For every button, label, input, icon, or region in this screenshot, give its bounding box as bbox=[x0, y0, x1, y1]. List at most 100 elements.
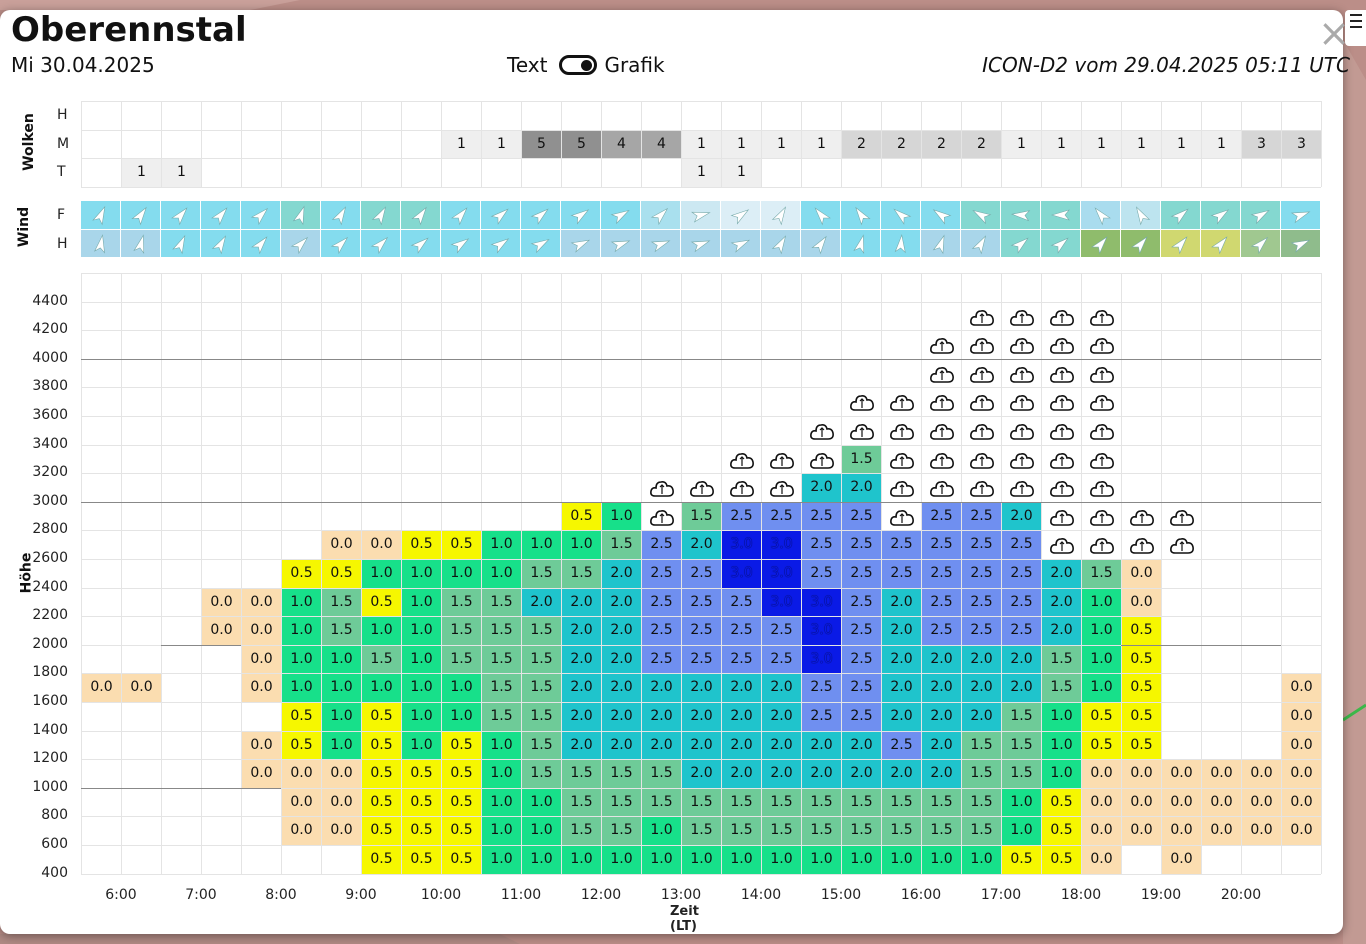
thermal-cell: 2.0 bbox=[882, 588, 921, 617]
cloud-cell: 1 bbox=[1162, 130, 1201, 159]
thermal-cell: 1.5 bbox=[442, 645, 481, 674]
wind-arrow-icon bbox=[371, 206, 387, 226]
thermal-cloud-cell bbox=[1082, 303, 1121, 331]
thermal-cell: 1.0 bbox=[282, 674, 321, 702]
gridline bbox=[761, 101, 762, 187]
thermal-cell: 1.5 bbox=[442, 617, 481, 645]
thermal-cell: 0.0 bbox=[1122, 588, 1161, 617]
gridline bbox=[281, 273, 282, 874]
cloud-icon bbox=[970, 481, 994, 497]
wind-cell bbox=[441, 201, 481, 230]
thermal-cloud-cell bbox=[1002, 474, 1041, 502]
thermal-cloud-cell bbox=[882, 388, 921, 416]
wind-arrow-icon bbox=[251, 235, 268, 254]
gridline bbox=[961, 101, 962, 187]
cloud-icon bbox=[1090, 309, 1114, 326]
cloud-icon bbox=[930, 424, 954, 440]
wind-arrow-icon bbox=[650, 207, 669, 226]
wind-cell bbox=[321, 201, 361, 230]
thermal-cell: 0.0 bbox=[1202, 760, 1241, 788]
cloud-icon bbox=[1050, 366, 1074, 383]
thermal-cell: 1.0 bbox=[402, 674, 441, 702]
thermal-cell: 0.0 bbox=[1282, 731, 1321, 760]
thermal-cell: 1.5 bbox=[482, 588, 521, 617]
gridline bbox=[81, 873, 1321, 875]
toggle-switch[interactable] bbox=[559, 55, 598, 75]
thermal-cell: 0.5 bbox=[402, 531, 441, 559]
thermal-cell: 0.0 bbox=[1162, 817, 1201, 845]
cloud-cell: 1 bbox=[482, 130, 521, 159]
cloud-row-label: H bbox=[57, 107, 68, 123]
height-tick-label: 3600 bbox=[32, 407, 68, 423]
time-tick-label: 20:00 bbox=[1220, 886, 1262, 903]
cloud-cell: 4 bbox=[602, 130, 641, 159]
thermal-cell: 1.5 bbox=[522, 617, 561, 645]
thermal-cloud-cell bbox=[1002, 388, 1041, 416]
cloud-icon bbox=[1090, 366, 1114, 383]
cloud-cell: 1 bbox=[762, 130, 801, 159]
wind-cell bbox=[161, 229, 201, 259]
gridline bbox=[81, 587, 1321, 589]
wind-cell bbox=[961, 201, 1001, 230]
thermal-cell: 0.0 bbox=[1162, 760, 1201, 788]
gridline bbox=[81, 702, 1321, 703]
thermal-cell: 1.0 bbox=[402, 645, 441, 674]
thermal-cell: 1.0 bbox=[322, 674, 361, 702]
cloud-icon bbox=[1090, 509, 1114, 526]
thermal-cell: 2.0 bbox=[882, 703, 921, 731]
thermal-cell: 2.5 bbox=[1002, 617, 1041, 645]
menu-icon[interactable] bbox=[1345, 10, 1366, 46]
gridline bbox=[561, 101, 562, 187]
gridline bbox=[81, 330, 1321, 332]
gridline bbox=[601, 273, 602, 874]
cloud-icon bbox=[1010, 481, 1034, 497]
thermal-cell: 1.5 bbox=[522, 703, 561, 731]
wind-arrow-icon bbox=[570, 239, 591, 253]
thermal-cell: 1.0 bbox=[1002, 788, 1041, 817]
thermal-cell: 1.0 bbox=[362, 674, 401, 702]
gridline bbox=[681, 273, 682, 874]
wind-row-label: F bbox=[57, 207, 66, 223]
gridline bbox=[81, 845, 1321, 846]
thermal-cell: 0.0 bbox=[1282, 817, 1321, 845]
thermal-cell: 0.0 bbox=[1282, 703, 1321, 731]
thermal-cell: 2.0 bbox=[802, 474, 841, 502]
thermal-cell: 2.0 bbox=[722, 703, 761, 731]
thermal-cell: 0.5 bbox=[442, 531, 481, 559]
gridline bbox=[1201, 273, 1202, 874]
gridline bbox=[1321, 273, 1322, 874]
thermal-cloud-cell bbox=[922, 388, 961, 416]
thermal-cell: 2.5 bbox=[922, 531, 961, 559]
cloud-icon bbox=[890, 395, 914, 412]
wind-arrow-icon bbox=[92, 205, 106, 226]
thermal-cell: 1.0 bbox=[362, 560, 401, 588]
thermal-cell: 2.0 bbox=[762, 760, 801, 788]
close-icon[interactable]: × bbox=[1318, 11, 1350, 55]
wind-arrow-icon bbox=[650, 240, 671, 252]
cloud-icon bbox=[770, 452, 794, 469]
view-toggle[interactable]: Text Grafik bbox=[507, 53, 665, 77]
thermal-cell: 1.5 bbox=[482, 645, 521, 674]
wind-arrow-icon bbox=[172, 234, 186, 254]
cloud-row-label: M bbox=[57, 135, 70, 152]
wind-arrow-icon bbox=[1131, 235, 1148, 254]
thermal-cell: 0.5 bbox=[1042, 817, 1081, 845]
thermal-cell: 1.5 bbox=[482, 703, 521, 731]
wind-arrow-icon bbox=[370, 236, 389, 254]
gridline bbox=[881, 101, 882, 187]
gridline bbox=[1041, 273, 1042, 874]
thermal-cell: 1.0 bbox=[1082, 674, 1121, 702]
cloud-icon bbox=[890, 452, 914, 469]
thermal-cell: 2.0 bbox=[1042, 560, 1081, 588]
thermal-cell: 2.0 bbox=[602, 560, 641, 588]
thermal-cloud-cell bbox=[1122, 503, 1161, 531]
thermal-cloud-cell bbox=[922, 446, 961, 474]
wind-cell bbox=[641, 229, 681, 259]
thermal-cloud-cell bbox=[802, 446, 841, 474]
thermal-cell: 1.5 bbox=[722, 817, 761, 845]
gridline bbox=[841, 101, 842, 187]
cloud-icon bbox=[650, 509, 674, 526]
gridline bbox=[201, 101, 202, 187]
wind-cell bbox=[721, 229, 761, 259]
gridline bbox=[1081, 101, 1082, 187]
